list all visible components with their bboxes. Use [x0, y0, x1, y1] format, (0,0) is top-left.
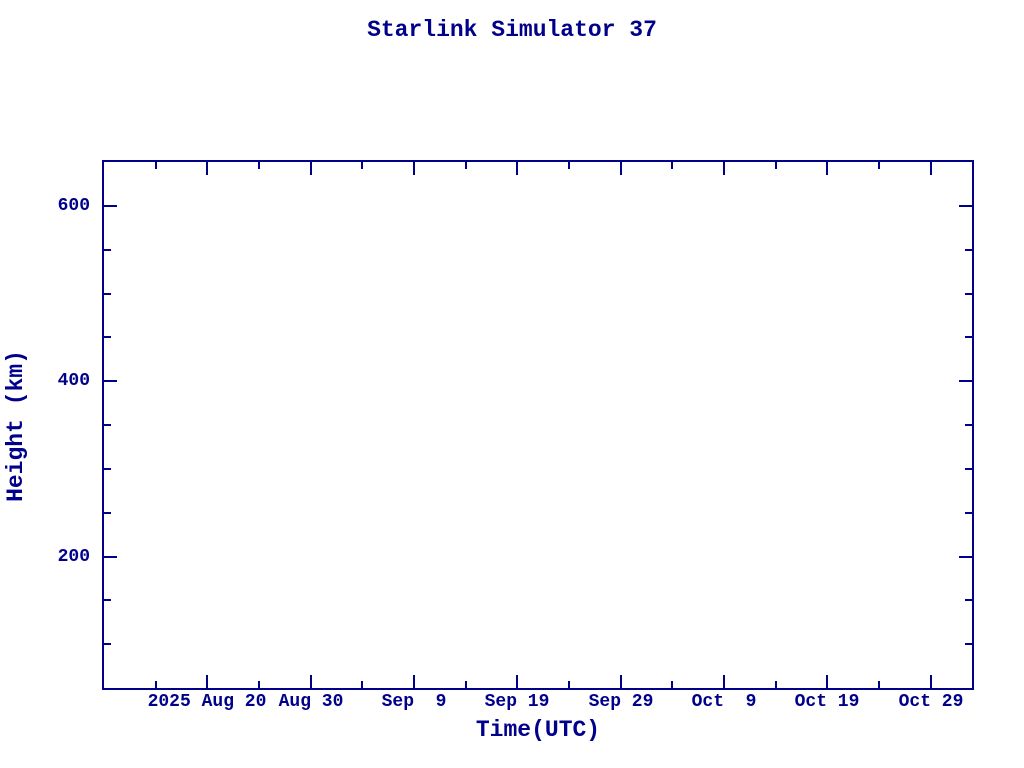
x-minor-tick-top [465, 162, 467, 169]
x-major-tick-bottom [206, 675, 208, 688]
y-minor-tick-right [965, 249, 972, 251]
x-minor-tick-bottom [465, 681, 467, 688]
y-major-tick-left [104, 380, 117, 382]
y-major-tick-left [104, 556, 117, 558]
x-minor-tick-bottom [671, 681, 673, 688]
y-major-tick-right [959, 380, 972, 382]
x-major-tick-top [310, 162, 312, 175]
y-minor-tick-right [965, 599, 972, 601]
x-tick-label: Oct 19 [794, 692, 860, 712]
x-minor-tick-top [568, 162, 570, 169]
y-minor-tick-right [965, 336, 972, 338]
x-major-tick-top [826, 162, 828, 175]
y-tick-label: 200 [57, 547, 90, 567]
y-minor-tick-left [104, 424, 111, 426]
y-tick-label: 400 [57, 371, 90, 391]
x-major-tick-bottom [516, 675, 518, 688]
x-major-tick-bottom [930, 675, 932, 688]
x-major-tick-bottom [413, 675, 415, 688]
x-major-tick-bottom [310, 675, 312, 688]
x-major-tick-top [930, 162, 932, 175]
y-minor-tick-left [104, 249, 111, 251]
y-minor-tick-left [104, 336, 111, 338]
x-tick-label: Sep 9 [381, 692, 447, 712]
x-minor-tick-top [258, 162, 260, 169]
x-minor-tick-top [155, 162, 157, 169]
x-major-tick-top [516, 162, 518, 175]
y-major-tick-right [959, 556, 972, 558]
y-minor-tick-right [965, 293, 972, 295]
plot-area [102, 160, 974, 690]
x-major-tick-bottom [723, 675, 725, 688]
y-tick-label: 600 [57, 196, 90, 216]
x-major-tick-bottom [620, 675, 622, 688]
x-minor-tick-top [878, 162, 880, 169]
y-minor-tick-right [965, 468, 972, 470]
x-tick-label: Aug 30 [278, 692, 344, 712]
x-major-tick-top [723, 162, 725, 175]
x-minor-tick-bottom [258, 681, 260, 688]
x-tick-label: Sep 19 [484, 692, 550, 712]
x-tick-label: Oct 9 [691, 692, 757, 712]
y-minor-tick-right [965, 512, 972, 514]
x-minor-tick-bottom [775, 681, 777, 688]
x-tick-label: Oct 29 [898, 692, 964, 712]
x-minor-tick-bottom [361, 681, 363, 688]
x-axis-title: Time(UTC) [475, 717, 601, 743]
x-minor-tick-bottom [878, 681, 880, 688]
x-major-tick-top [413, 162, 415, 175]
x-minor-tick-top [775, 162, 777, 169]
y-minor-tick-left [104, 468, 111, 470]
y-minor-tick-left [104, 293, 111, 295]
x-major-tick-top [206, 162, 208, 175]
x-tick-label: Sep 29 [588, 692, 654, 712]
x-major-tick-bottom [826, 675, 828, 688]
y-minor-tick-left [104, 599, 111, 601]
y-major-tick-right [959, 205, 972, 207]
chart-title: Starlink Simulator 37 [367, 17, 657, 43]
x-minor-tick-bottom [155, 681, 157, 688]
x-minor-tick-top [361, 162, 363, 169]
y-minor-tick-right [965, 643, 972, 645]
x-tick-label: 2025 Aug 20 [147, 692, 267, 712]
y-minor-tick-left [104, 512, 111, 514]
x-minor-tick-top [671, 162, 673, 169]
y-axis-title: Height (km) [3, 350, 29, 502]
x-major-tick-top [620, 162, 622, 175]
x-minor-tick-bottom [568, 681, 570, 688]
y-minor-tick-right [965, 424, 972, 426]
y-major-tick-left [104, 205, 117, 207]
y-minor-tick-left [104, 643, 111, 645]
